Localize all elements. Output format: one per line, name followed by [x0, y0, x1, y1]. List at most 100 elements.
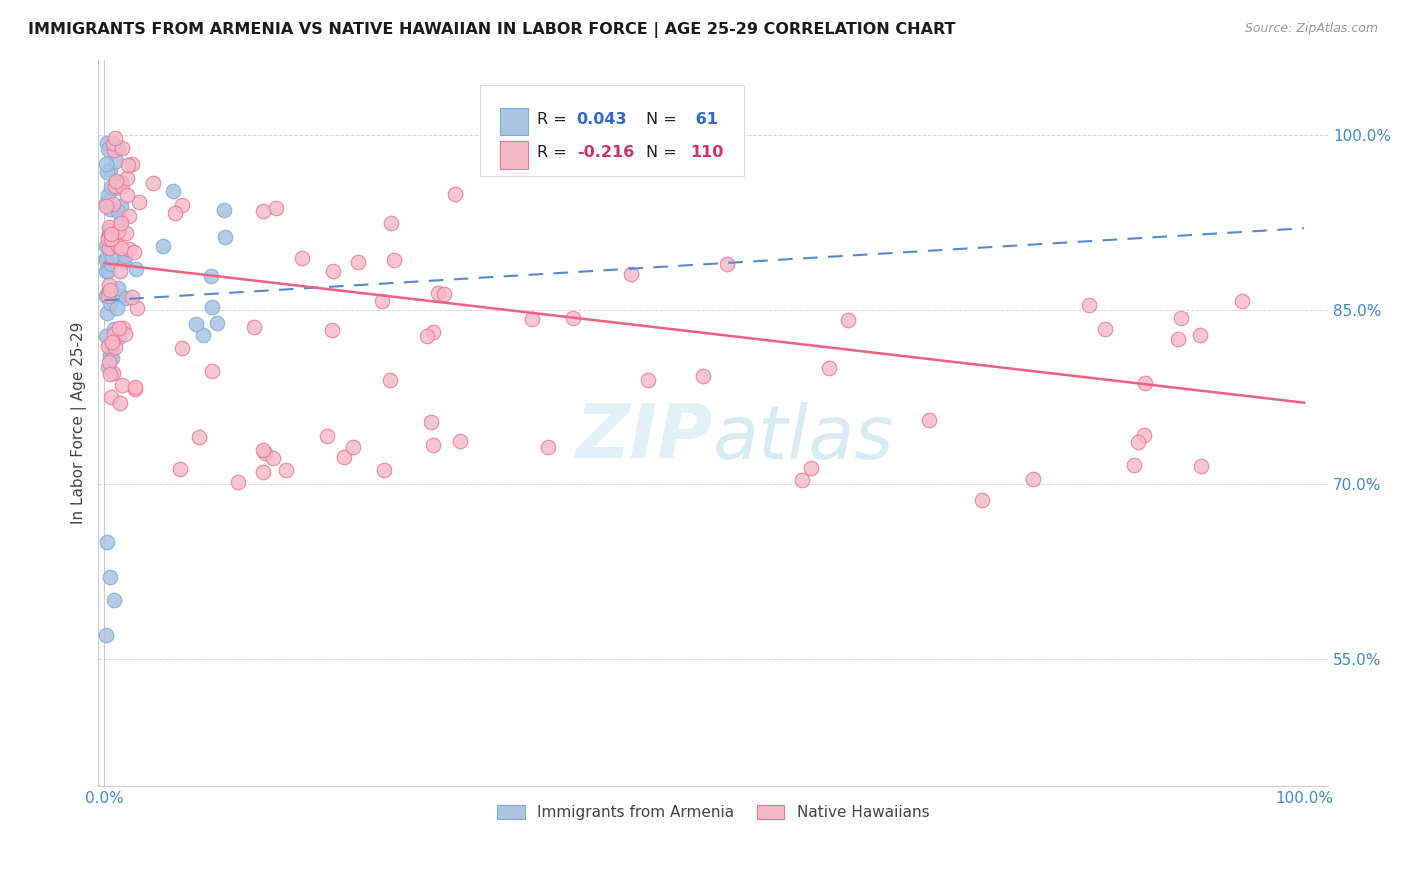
- Point: [110, 216, 132, 230]
- Point: [522, 312, 544, 326]
- Point: [97, 289, 120, 303]
- Point: [103, 322, 125, 336]
- Point: [918, 412, 941, 426]
- Text: 0.043: 0.043: [576, 112, 627, 127]
- Point: [112, 248, 135, 262]
- Point: [98, 296, 121, 310]
- Point: [205, 316, 228, 330]
- Point: [115, 226, 138, 240]
- Point: [800, 460, 823, 475]
- Point: [98, 163, 121, 178]
- Point: [105, 301, 128, 315]
- Point: [98, 367, 121, 381]
- Point: [790, 473, 813, 487]
- Point: [142, 177, 165, 191]
- Point: [115, 170, 138, 185]
- Text: -0.216: -0.216: [576, 145, 634, 161]
- Point: [97, 229, 120, 244]
- Point: [94, 251, 117, 265]
- Point: [226, 475, 249, 490]
- Point: [1230, 293, 1253, 308]
- Point: [972, 493, 994, 508]
- Point: [637, 373, 659, 387]
- Point: [252, 465, 274, 479]
- Point: [98, 570, 121, 584]
- Point: [103, 593, 125, 607]
- Text: R =: R =: [537, 145, 572, 161]
- Point: [98, 283, 121, 297]
- Point: [104, 154, 127, 169]
- Text: 61: 61: [690, 112, 717, 127]
- Point: [1094, 321, 1116, 335]
- Point: [94, 157, 117, 171]
- Point: [125, 301, 148, 315]
- Point: [373, 463, 395, 477]
- Point: [112, 321, 135, 335]
- Point: [316, 429, 339, 443]
- Point: [100, 250, 122, 264]
- Point: [104, 131, 127, 145]
- Point: [118, 209, 141, 223]
- Point: [382, 253, 405, 268]
- Point: [200, 269, 222, 284]
- Point: [96, 136, 118, 151]
- Point: [254, 446, 277, 460]
- Text: 110: 110: [690, 145, 723, 161]
- Text: atlas: atlas: [713, 401, 894, 474]
- Point: [274, 463, 297, 477]
- Point: [97, 239, 120, 253]
- Point: [104, 180, 127, 194]
- Point: [162, 184, 184, 198]
- Point: [716, 256, 738, 270]
- Point: [262, 450, 284, 465]
- Point: [163, 206, 186, 220]
- Point: [97, 355, 120, 369]
- Point: [124, 382, 146, 396]
- Bar: [501, 141, 527, 169]
- Point: [172, 341, 194, 355]
- Point: [125, 262, 148, 277]
- Point: [97, 360, 120, 375]
- Point: [193, 328, 215, 343]
- Point: [346, 255, 368, 269]
- Point: [818, 360, 841, 375]
- Point: [1135, 376, 1157, 390]
- Point: [115, 188, 138, 202]
- Text: ZIP: ZIP: [576, 401, 713, 474]
- Point: [114, 326, 136, 341]
- Point: [837, 312, 859, 326]
- Point: [103, 138, 125, 153]
- Point: [264, 202, 287, 216]
- Point: [170, 197, 193, 211]
- Point: [416, 329, 439, 343]
- Point: [96, 535, 118, 549]
- Point: [427, 285, 450, 300]
- Point: [620, 267, 643, 281]
- Point: [98, 223, 121, 237]
- Point: [108, 176, 131, 190]
- Point: [242, 320, 264, 334]
- Point: [101, 351, 124, 366]
- Point: [118, 242, 141, 256]
- Point: [1022, 472, 1045, 486]
- Point: [111, 141, 134, 155]
- Text: N =: N =: [645, 112, 682, 127]
- Point: [420, 415, 443, 429]
- Point: [110, 241, 132, 255]
- Point: [108, 289, 131, 303]
- Point: [108, 396, 131, 410]
- Point: [122, 245, 145, 260]
- Point: [101, 367, 124, 381]
- Point: [107, 203, 129, 218]
- Point: [94, 329, 117, 343]
- Point: [107, 141, 129, 155]
- Point: [561, 310, 583, 325]
- Text: IMMIGRANTS FROM ARMENIA VS NATIVE HAWAIIAN IN LABOR FORCE | AGE 25-29 CORRELATIO: IMMIGRANTS FROM ARMENIA VS NATIVE HAWAII…: [28, 22, 956, 38]
- FancyBboxPatch shape: [479, 85, 744, 176]
- Point: [103, 143, 125, 157]
- Point: [1123, 458, 1146, 472]
- Bar: [501, 108, 527, 136]
- Point: [443, 186, 465, 201]
- Point: [121, 290, 143, 304]
- Point: [101, 339, 124, 353]
